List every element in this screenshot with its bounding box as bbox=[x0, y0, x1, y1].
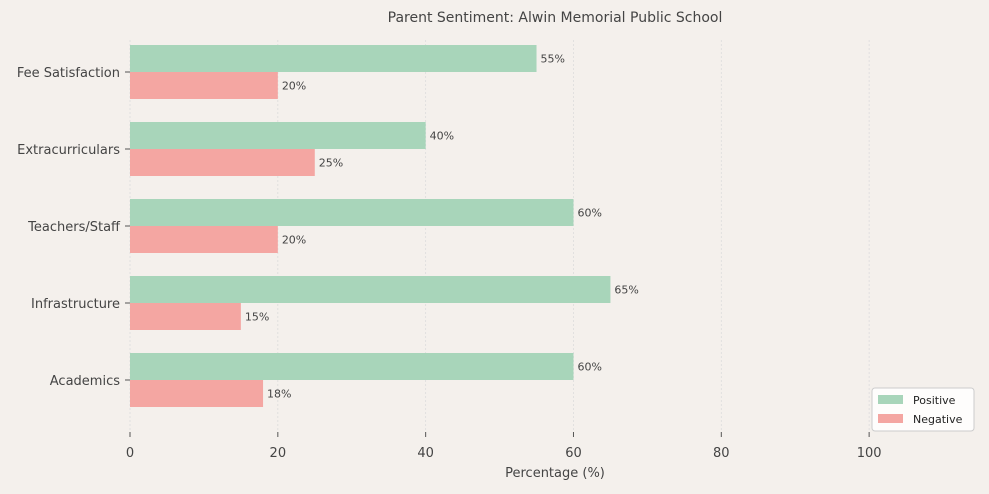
x-tick-label: 80 bbox=[713, 446, 730, 461]
x-axis: 0 20 40 60 80 100 bbox=[126, 432, 882, 461]
bar-negative[interactable] bbox=[130, 303, 241, 330]
legend-swatch-positive bbox=[878, 395, 903, 404]
data-labels: 55% 20% 40% 25% 60% 20% 65% 15% 60% 18% bbox=[245, 53, 639, 401]
bar-value-label: 18% bbox=[267, 388, 291, 401]
bar-value-label: 25% bbox=[319, 157, 343, 170]
bar-negative[interactable] bbox=[130, 72, 278, 99]
bar-value-label: 60% bbox=[577, 361, 601, 374]
legend-label-negative[interactable]: Negative bbox=[913, 413, 963, 426]
x-tick-label: 60 bbox=[565, 446, 582, 461]
bar-positive[interactable] bbox=[130, 199, 574, 226]
x-tick-label: 20 bbox=[270, 446, 287, 461]
bar-negative[interactable] bbox=[130, 380, 264, 407]
y-tick-label: Teachers/Staff bbox=[27, 220, 121, 235]
x-tick-label: 0 bbox=[126, 446, 134, 461]
y-tick-label: Extracurriculars bbox=[17, 143, 120, 158]
y-tick-label: Infrastructure bbox=[31, 297, 120, 312]
y-axis: Fee Satisfaction Extracurriculars Teachers… bbox=[17, 66, 130, 389]
bar-positive[interactable] bbox=[130, 353, 574, 380]
bar-negative[interactable] bbox=[130, 149, 315, 176]
bar-value-label: 65% bbox=[614, 284, 638, 297]
bar-negative[interactable] bbox=[130, 226, 278, 253]
x-tick-label: 100 bbox=[857, 446, 882, 461]
bar-value-label: 40% bbox=[430, 130, 454, 143]
x-axis-label: Percentage (%) bbox=[505, 466, 605, 481]
legend[interactable]: Positive Negative bbox=[871, 387, 975, 432]
bar-value-label: 55% bbox=[541, 53, 565, 66]
bar-value-label: 20% bbox=[282, 80, 306, 93]
y-tick-label: Academics bbox=[50, 374, 120, 389]
chart-title: Parent Sentiment: Alwin Memorial Public … bbox=[388, 10, 723, 26]
y-tick-label: Fee Satisfaction bbox=[17, 66, 120, 81]
legend-swatch-negative bbox=[878, 414, 903, 423]
bar-positive[interactable] bbox=[130, 276, 611, 303]
bar-value-label: 60% bbox=[577, 207, 601, 220]
bar-value-label: 20% bbox=[282, 234, 306, 247]
bar-positive[interactable] bbox=[130, 122, 426, 149]
bar-positive[interactable] bbox=[130, 45, 537, 72]
legend-label-positive[interactable]: Positive bbox=[913, 394, 956, 407]
bars bbox=[130, 45, 611, 407]
x-tick-label: 40 bbox=[417, 446, 434, 461]
bar-value-label: 15% bbox=[245, 311, 269, 324]
